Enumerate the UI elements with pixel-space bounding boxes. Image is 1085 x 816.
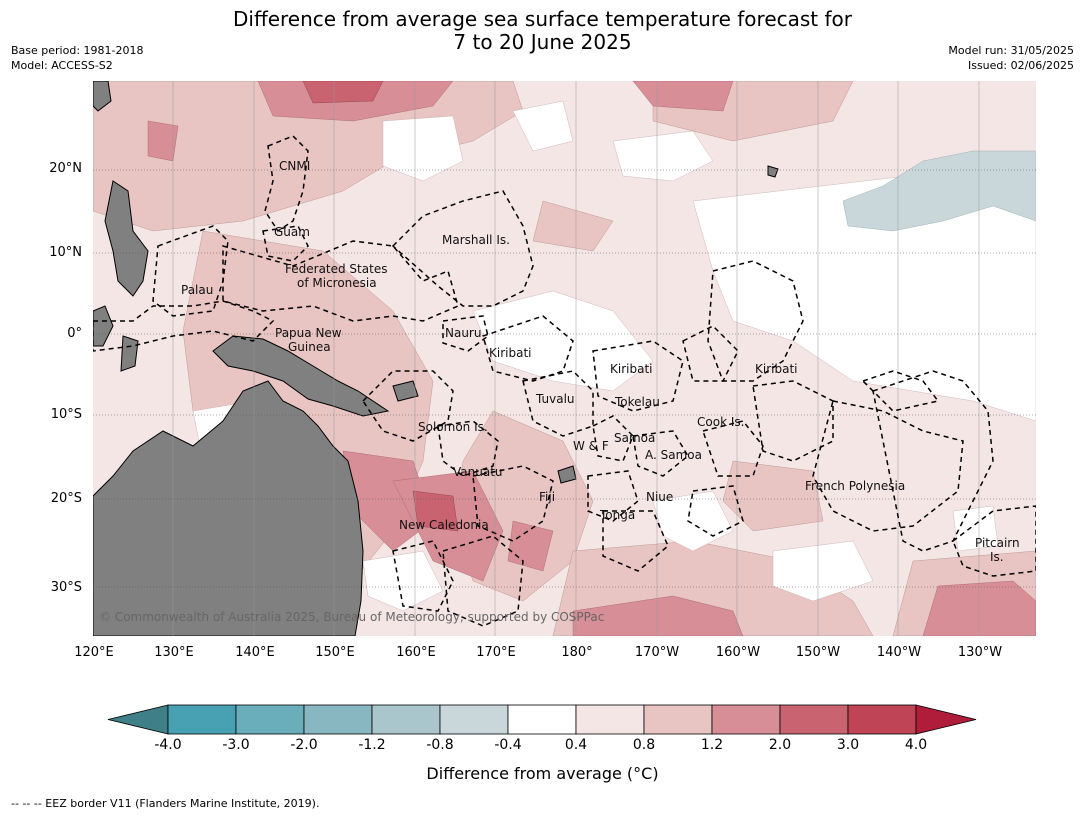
colorbar-box [167,704,237,735]
lon-label-160e: 160°E [396,645,436,660]
colorbar-tick-label: 0.8 [632,737,656,753]
label-marshall: Marshall Is. [442,233,510,247]
base-period: Base period: 1981-2018 [11,44,144,57]
colorbar [107,704,977,735]
label-fsm-2: of Micronesia [297,276,377,290]
place-labels: CNMI Guam Marshall Is. Federated States … [181,159,1020,564]
label-kiribati-central: Kiribati [610,362,652,376]
colorbar-box [711,704,781,735]
colorbar-box [779,704,849,735]
colorbar-extend-low [107,704,169,735]
colorbar-tick-label: 0.4 [564,737,588,753]
colorbar-tick-label: 3.0 [836,737,860,753]
colorbar-tick-label: -0.8 [426,737,454,753]
meta-left: Base period: 1981-2018 Model: ACCESS-S2 [11,43,143,73]
colorbar-tick-label: -0.4 [494,737,522,753]
label-solomon: Solomon Is. [418,420,488,434]
lon-label-150w: 150°W [795,645,841,660]
copyright-text: © Commonwealth of Australia 2025, Bureau… [99,610,604,624]
colorbar-box [575,704,645,735]
new-guinea-land [212,335,390,417]
label-french-polynesia: French Polynesia [805,479,905,493]
hawaii-land [767,165,779,178]
lat-label-0: 0° [67,326,82,341]
label-pitcairn-2: Is. [990,550,1004,564]
label-guam: Guam [274,225,310,239]
label-niue: Niue [646,490,673,504]
issued-date: Issued: 02/06/2025 [967,59,1074,72]
new-britain-land [392,380,419,402]
colorbar-tick-label: 4.0 [904,737,928,753]
land-masses [93,81,779,636]
model-run: Model run: 31/05/2025 [948,44,1074,57]
colorbar-tick-label: 1.2 [700,737,724,753]
label-tuvalu: Tuvalu [535,392,575,406]
lon-label-170e: 170°E [476,645,516,660]
borneo-land [93,305,114,347]
colorbar-box [235,704,305,735]
colorbar-box [439,704,509,735]
asia-land [93,81,112,112]
colorbar-box [643,704,713,735]
label-wf: W & F [573,439,609,453]
label-vanuatu: Vanuatu [453,465,503,479]
eez-footnote: -- -- -- EEZ border V11 (Flanders Marine… [11,797,320,810]
lon-label-160w: 160°W [715,645,761,660]
australia-land [93,380,364,636]
anomaly-patches-3.0 [302,81,459,532]
label-palau: Palau [181,283,213,297]
label-png-1: Papua New [275,326,342,340]
philippines-land [104,180,149,297]
colorbar-tick-label: -4.0 [154,737,182,753]
eez-borders [93,135,1036,627]
lon-label-150e: 150°E [315,645,355,660]
title-line-2: 7 to 20 June 2025 [453,30,632,54]
lon-label-170w: 170°W [634,645,680,660]
colorbar-box [303,704,373,735]
lat-label-20s: 20°S [50,491,82,506]
colorbar-tick-label: 2.0 [768,737,792,753]
label-cook: Cook Is. [697,415,744,429]
colorbar-boxes [107,704,977,735]
map-canvas: CNMI Guam Marshall Is. Federated States … [93,81,1036,636]
sst-anomaly-map: CNMI Guam Marshall Is. Federated States … [93,81,1036,636]
lon-label-130e: 130°E [154,645,194,660]
lon-label-140w: 140°W [876,645,922,660]
label-cnmi: CNMI [279,159,310,173]
colorbar-tick-label: -1.2 [358,737,386,753]
label-tonga: Tonga [599,508,635,522]
label-new-caledonia: New Caledonia [399,518,489,532]
meta-right: Model run: 31/05/2025 Issued: 02/06/2025 [948,43,1074,73]
lat-label-10s: 10°S [50,407,82,422]
colorbar-box [507,704,577,735]
label-tokelau: Tokelau [614,395,660,409]
colorbar-box [371,704,441,735]
colorbar-tick-label: -3.0 [222,737,250,753]
label-pitcairn-1: Pitcairn [975,536,1020,550]
label-nauru: Nauru [445,326,481,340]
lon-label-120e: 120°E [74,645,114,660]
label-fsm-1: Federated States [285,262,387,276]
title-line-1: Difference from average sea surface temp… [232,7,852,31]
colorbar-box [847,704,917,735]
colorbar-title: Difference from average (°C) [426,764,659,783]
model-name: Model: ACCESS-S2 [11,59,113,72]
cool-anomaly-patch [842,150,1036,232]
lon-label-140e: 140°E [235,645,275,660]
label-kiribati-west: Kiribati [489,346,531,360]
lat-label-30s: 30°S [50,580,82,595]
sulawesi-land [120,335,139,372]
label-asamoa: A. Samoa [645,448,702,462]
label-kiribati-east: Kiribati [755,362,797,376]
label-png-2: Guinea [288,340,331,354]
label-fiji: Fiji [539,490,555,504]
lon-label-180: 180° [561,645,593,660]
colorbar-extend-high [915,704,977,735]
colorbar-tick-label: -2.0 [290,737,318,753]
lat-label-10n: 10°N [49,245,82,260]
lon-label-130w: 130°W [957,645,1003,660]
label-samoa: Samoa [614,431,655,445]
map-title: Difference from average sea surface temp… [0,8,1085,54]
lat-label-20n: 20°N [49,161,82,176]
